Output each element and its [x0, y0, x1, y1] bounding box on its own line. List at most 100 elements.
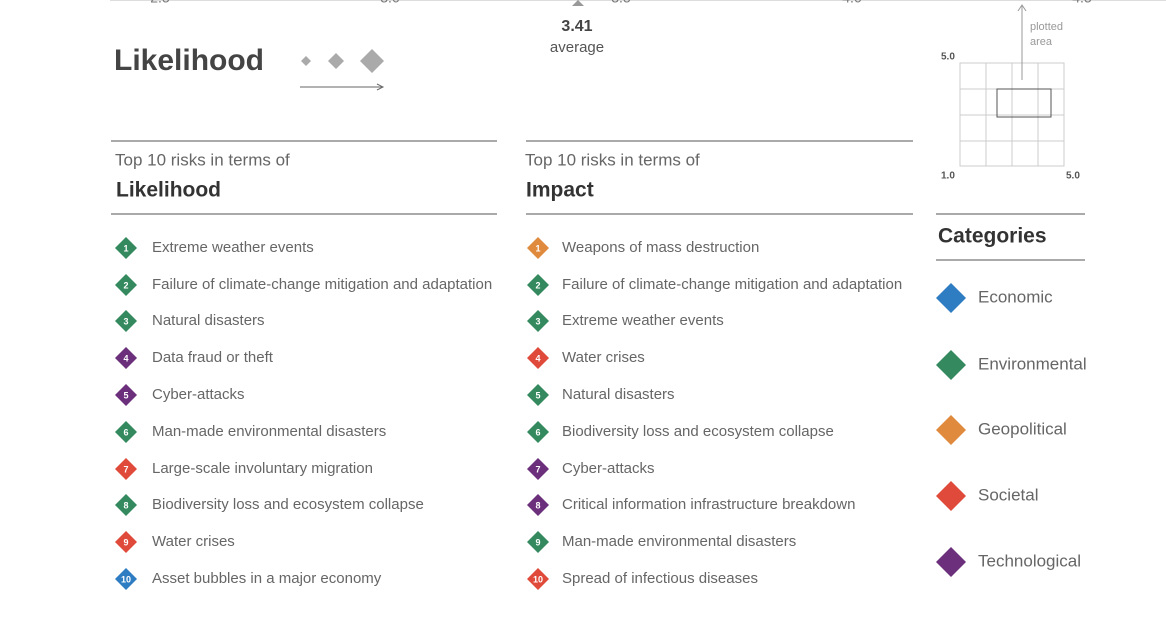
rank-diamond [115, 568, 137, 590]
risk-label: Failure of climate-change mitigation and… [562, 276, 902, 293]
rank-diamond [527, 421, 549, 443]
axis-tick-label: 3.5 [611, 0, 631, 6]
list-heading: Top 10 risks in terms of [525, 150, 700, 169]
rank-diamond [115, 531, 137, 553]
axis-tick-label: 4.0 [842, 0, 862, 6]
risk-label: Spread of infectious diseases [562, 570, 758, 587]
category-label: Geopolitical [978, 419, 1067, 438]
rank-number: 4 [535, 353, 540, 363]
rank-diamond [527, 347, 549, 369]
rank-diamond [115, 347, 137, 369]
rank-diamond [115, 494, 137, 516]
category-label: Economic [978, 287, 1053, 306]
risk-label: Man-made environmental disasters [562, 533, 796, 550]
rank-diamond [115, 384, 137, 406]
average-marker [572, 0, 584, 6]
rank-number: 7 [123, 464, 128, 474]
risk-label: Water crises [562, 349, 645, 366]
size-key [300, 49, 385, 91]
rank-number: 7 [535, 464, 540, 474]
rank-diamond [115, 237, 137, 259]
category-swatch [936, 547, 966, 577]
rank-number: 4 [123, 353, 128, 363]
rank-number: 8 [123, 500, 128, 510]
rank-diamond [115, 421, 137, 443]
rank-number: 1 [535, 243, 540, 253]
risk-label: Cyber-attacks [562, 460, 655, 477]
axis-tick-label: 3.0 [380, 0, 400, 6]
inset [959, 4, 1065, 167]
rank-diamond [527, 310, 549, 332]
axis-tick-label: 4.5 [1072, 0, 1092, 6]
rank-number: 2 [535, 280, 540, 290]
rank-diamond [527, 494, 549, 516]
inset-label: 5.0 [941, 52, 955, 63]
inset-label: 1.0 [941, 171, 955, 182]
rank-diamond [527, 568, 549, 590]
category-swatch [936, 481, 966, 511]
rank-number: 10 [533, 574, 543, 584]
rank-number: 5 [123, 390, 128, 400]
inset-grid [960, 63, 1064, 166]
category-label: Environmental [978, 354, 1087, 373]
category-label: Societal [978, 485, 1038, 504]
list-heading: Top 10 risks in terms of [115, 150, 290, 169]
risk-label: Asset bubbles in a major economy [152, 570, 382, 587]
key-arrowhead [376, 83, 385, 91]
list-title: Likelihood [116, 179, 221, 202]
rank-number: 6 [123, 427, 128, 437]
categories-title: Categories [938, 225, 1047, 248]
rank-number: 5 [535, 390, 540, 400]
risk-label: Water crises [152, 533, 235, 550]
risk-label: Extreme weather events [152, 239, 314, 256]
risk-label: Cyber-attacks [152, 386, 245, 403]
rank-number: 10 [121, 574, 131, 584]
inset-note: plotted [1030, 21, 1063, 33]
rank-number: 3 [123, 316, 128, 326]
inset-note: area [1030, 36, 1053, 48]
rank-diamond [527, 384, 549, 406]
list-title: Impact [526, 179, 594, 202]
risk-label: Critical information infrastructure brea… [562, 496, 855, 513]
rank-diamond [115, 310, 137, 332]
inset-label: 5.0 [1066, 171, 1080, 182]
risk-label: Biodiversity loss and ecosystem collapse [562, 423, 834, 440]
rank-number: 2 [123, 280, 128, 290]
category-swatch [936, 350, 966, 380]
category-label: Technological [978, 551, 1081, 570]
risk-label: Natural disasters [562, 386, 675, 403]
average-label: average [550, 39, 604, 56]
key-diamond [301, 56, 311, 66]
risk-label: Large-scale involuntary migration [152, 460, 373, 477]
rank-number: 8 [535, 500, 540, 510]
rank-diamond [527, 458, 549, 480]
rank-diamond [527, 237, 549, 259]
rank-number: 9 [535, 537, 540, 547]
risk-label: Weapons of mass destruction [562, 239, 759, 256]
rank-diamond [115, 458, 137, 480]
inset-plotted-area [996, 88, 1052, 118]
rank-number: 6 [535, 427, 540, 437]
category-swatch [936, 415, 966, 445]
risk-label: Man-made environmental disasters [152, 423, 386, 440]
rank-number: 1 [123, 243, 128, 253]
rank-diamond [527, 531, 549, 553]
risk-label: Natural disasters [152, 312, 265, 329]
risk-label: Biodiversity loss and ecosystem collapse [152, 496, 424, 513]
legend-title: Likelihood [114, 44, 264, 77]
key-diamond [328, 53, 344, 69]
rank-diamond [115, 274, 137, 296]
category-swatch [936, 283, 966, 313]
inset-arrowhead [1017, 4, 1027, 12]
risk-label: Failure of climate-change mitigation and… [152, 276, 492, 293]
rank-number: 9 [123, 537, 128, 547]
rank-diamond [527, 274, 549, 296]
risk-label: Extreme weather events [562, 312, 724, 329]
rank-number: 3 [535, 316, 540, 326]
axis-tick-label: 2.5 [150, 0, 170, 6]
key-diamond [360, 49, 384, 73]
top-axis [110, 0, 1166, 6]
risk-label: Data fraud or theft [152, 349, 274, 366]
